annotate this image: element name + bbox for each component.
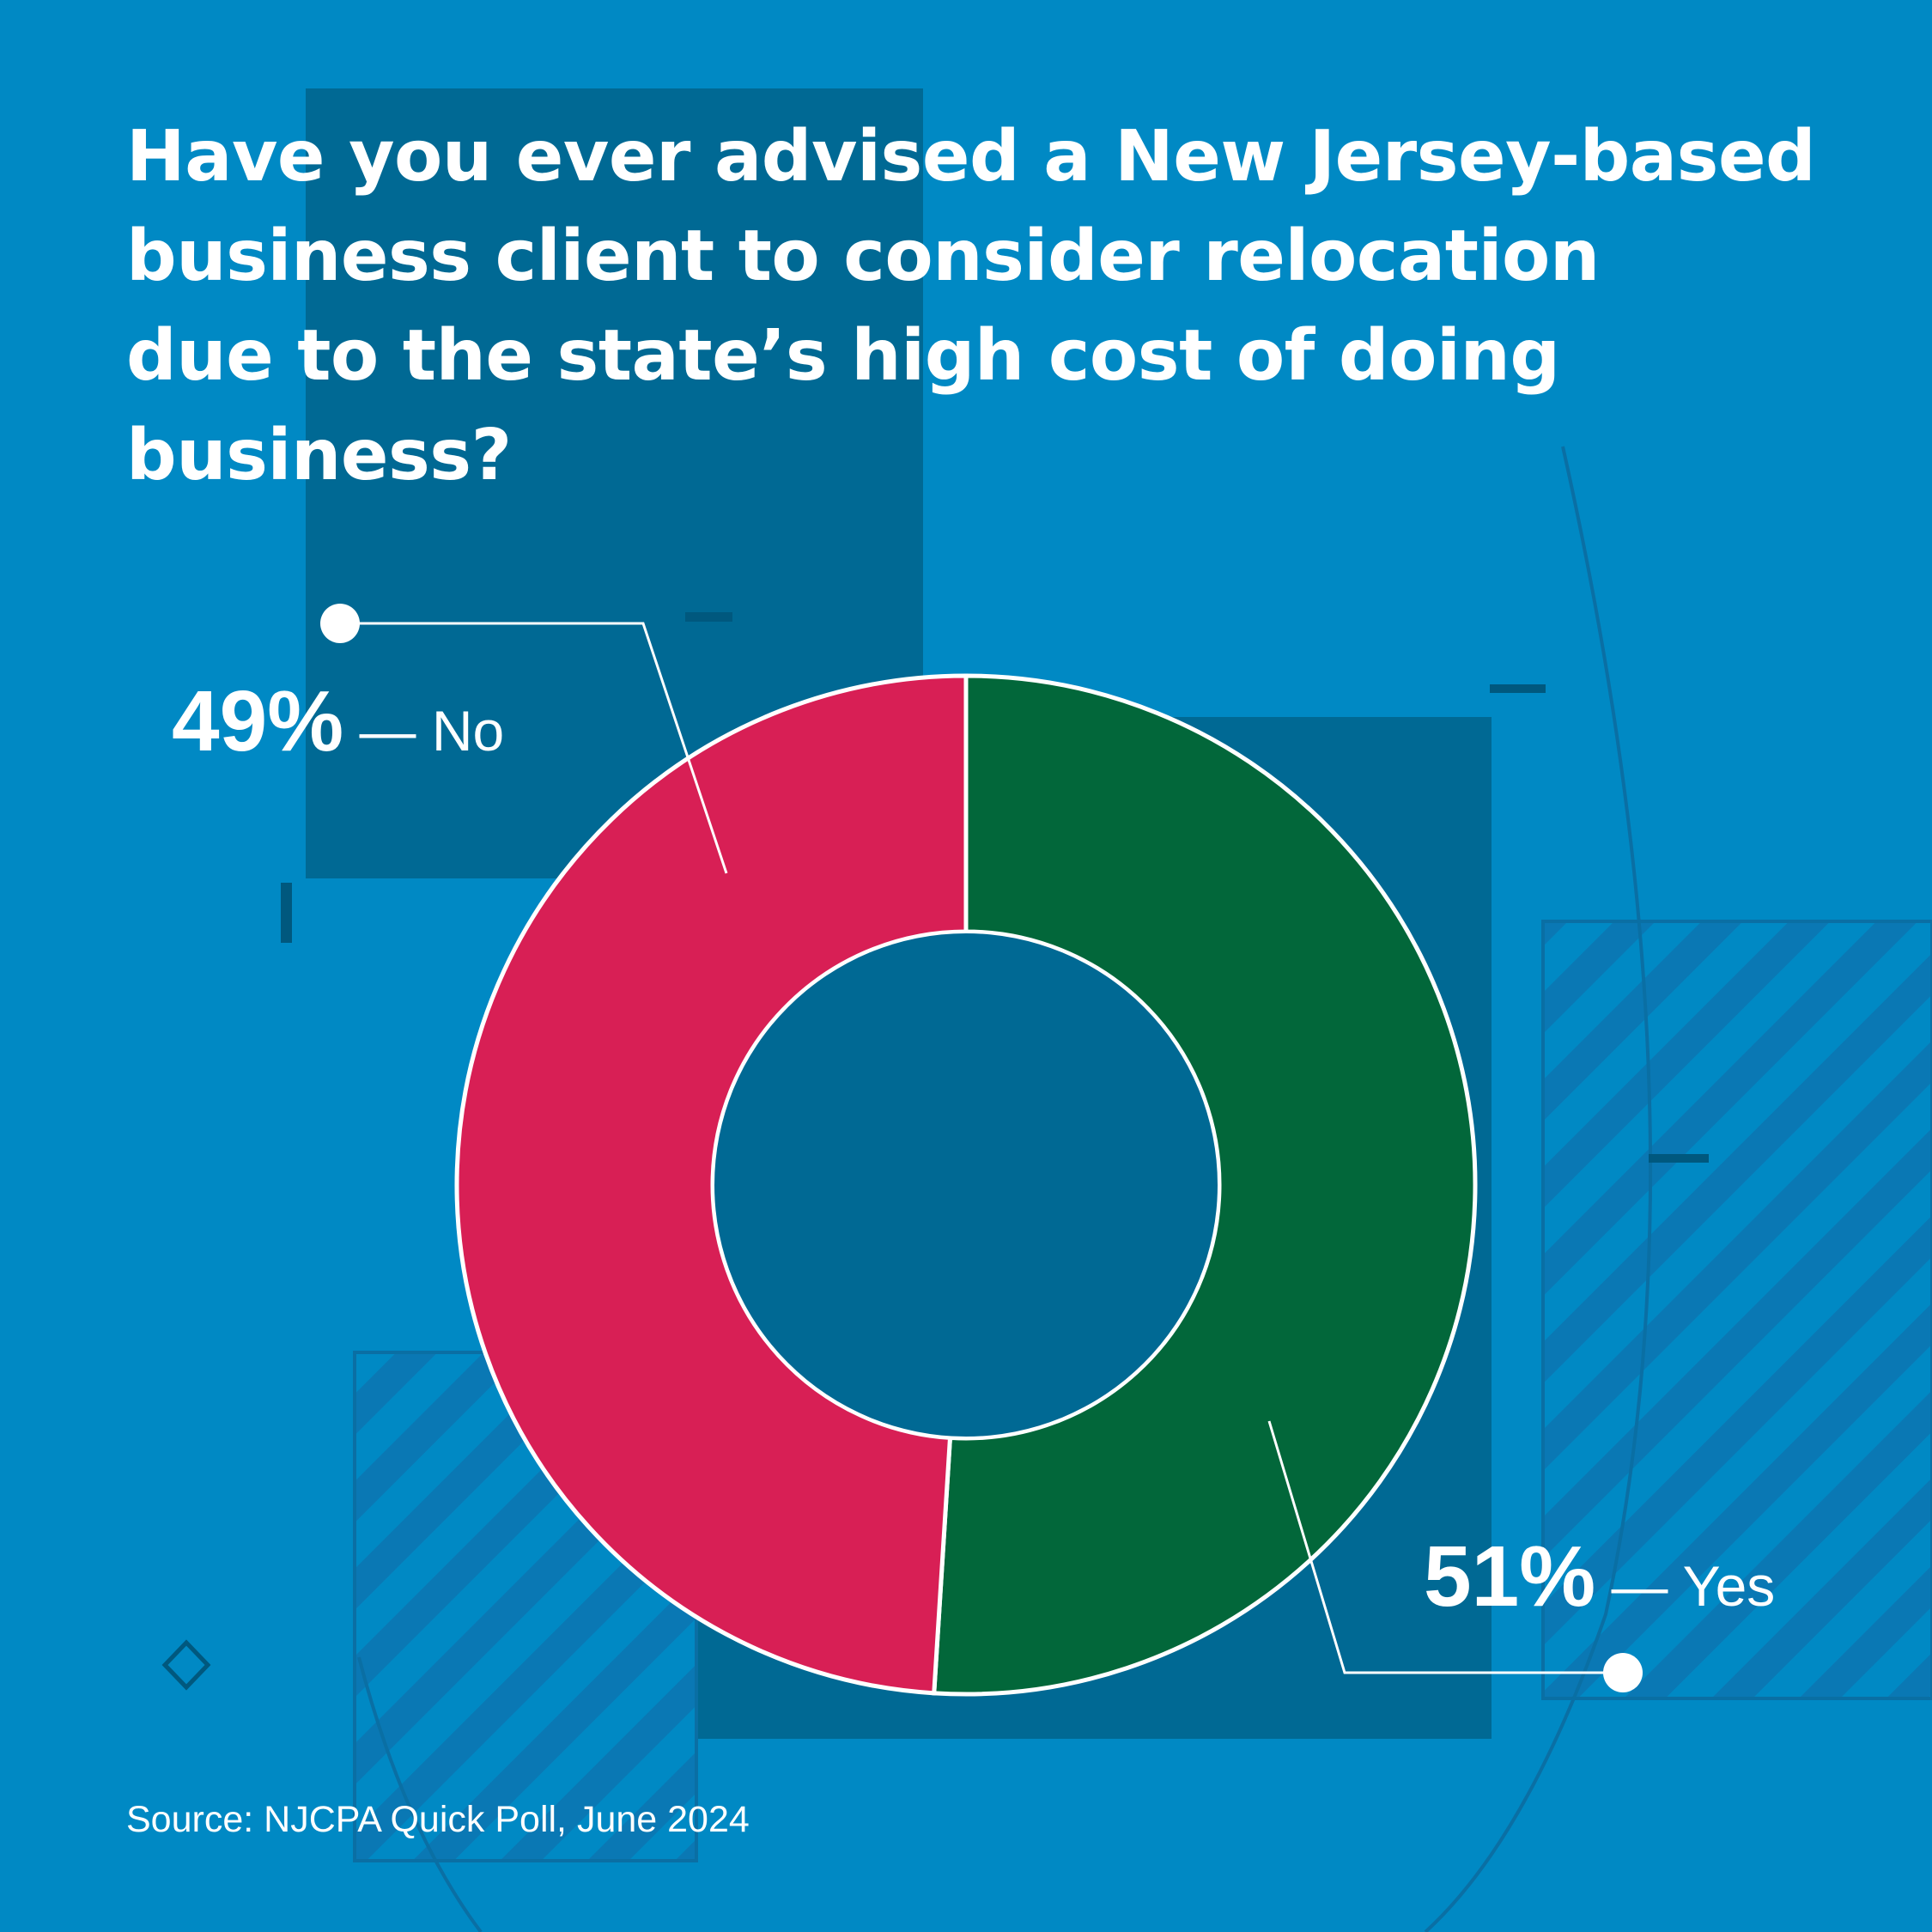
dash-mark xyxy=(281,883,292,943)
donut-hole xyxy=(714,933,1218,1437)
dash-mark xyxy=(1490,684,1546,693)
donut-slice-no xyxy=(454,673,969,1696)
data-label-category: — Yes xyxy=(1595,1554,1775,1618)
donut-slice-yes xyxy=(932,673,1478,1697)
data-label-value: 49% xyxy=(172,673,343,769)
title-line: business? xyxy=(126,415,512,496)
diamond-icon xyxy=(161,1639,211,1691)
data-label-category: — No xyxy=(343,699,504,762)
hatched-panel-right xyxy=(1541,920,1932,1700)
data-label-yes: 51% — Yes xyxy=(1424,1528,1775,1625)
title-line: Have you ever advised a New Jersey-based xyxy=(126,116,1816,197)
decorative-arc xyxy=(1424,446,1653,1932)
data-label-no: 49% — No xyxy=(172,673,504,769)
dash-mark xyxy=(1649,1154,1709,1163)
data-label-value: 51% xyxy=(1424,1528,1595,1625)
leader-dot-yes xyxy=(1603,1653,1643,1692)
decorative-arc-lower xyxy=(357,1656,483,1932)
source-note: Source: NJCPA Quick Poll, June 2024 xyxy=(126,1799,750,1840)
chart-title: Have you ever advised a New Jersey-based… xyxy=(126,107,1886,506)
leader-line-no xyxy=(340,622,728,874)
title-line: due to the state’s high cost of doing xyxy=(126,315,1560,397)
leader-dot-no xyxy=(320,604,360,643)
dash-mark xyxy=(685,612,732,622)
leader-line-yes xyxy=(1267,1420,1623,1674)
title-line: business client to consider relocation xyxy=(126,216,1600,297)
